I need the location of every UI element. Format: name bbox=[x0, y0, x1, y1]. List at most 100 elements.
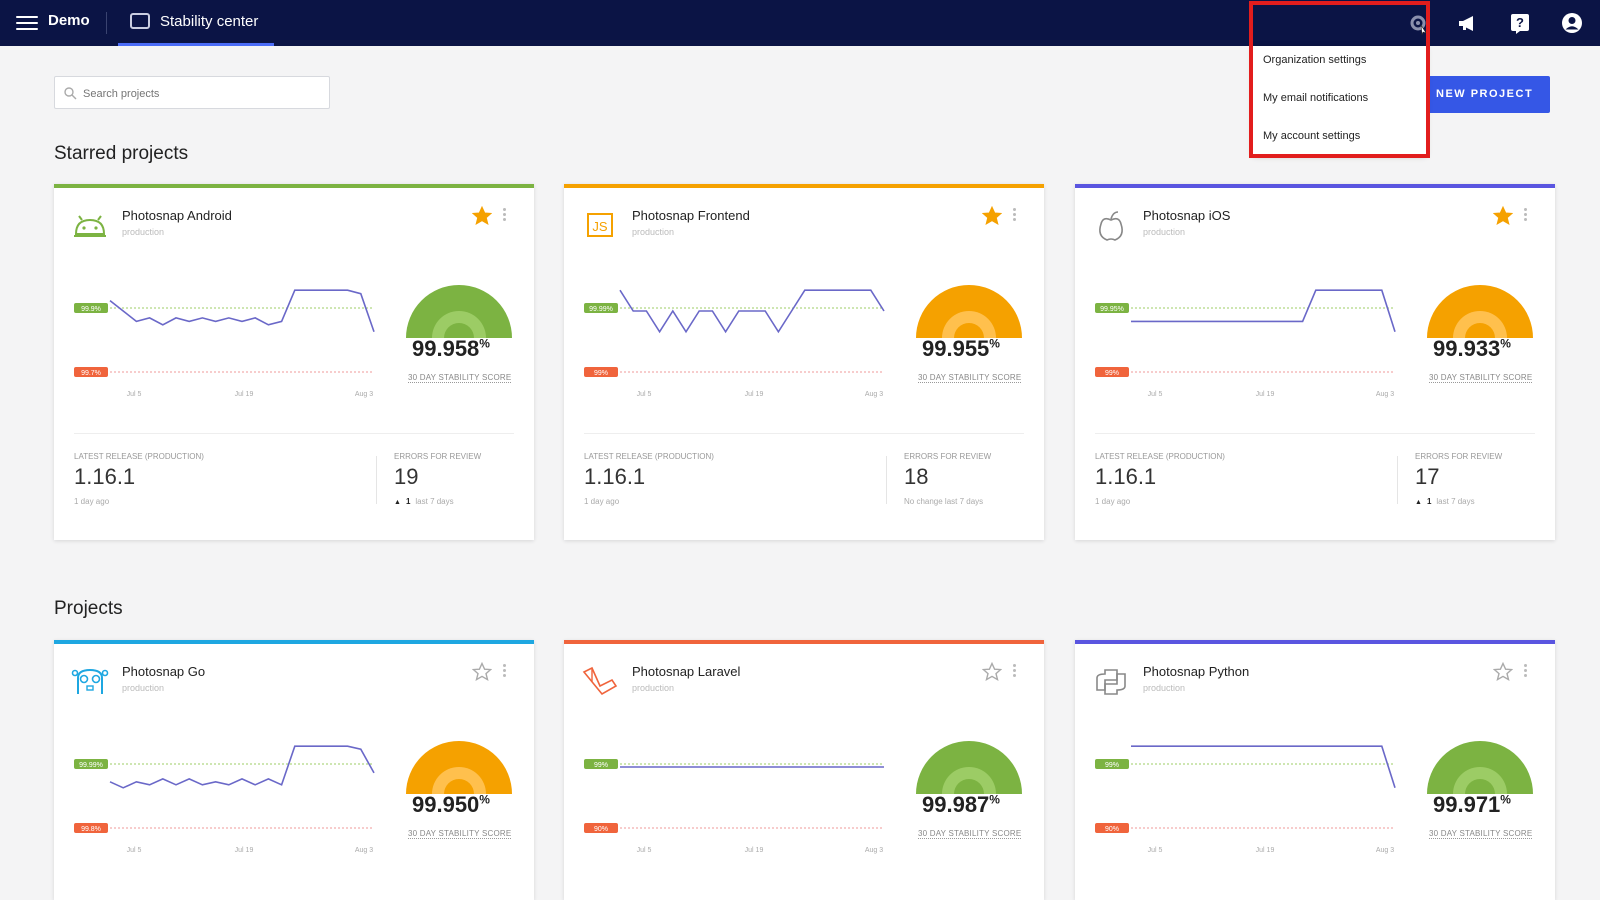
menu-item-email-notifications[interactable]: My email notifications bbox=[1263, 92, 1369, 104]
star-icon[interactable] bbox=[1493, 662, 1513, 682]
percent-sign: % bbox=[989, 336, 1000, 351]
critical-badge bbox=[74, 823, 108, 833]
organization-name[interactable]: Demo bbox=[48, 12, 90, 29]
x-tick-label: Jul 19 bbox=[235, 391, 254, 398]
more-options-icon[interactable] bbox=[1010, 206, 1018, 224]
errors-for-review-count[interactable]: 19 bbox=[394, 464, 419, 489]
stability-gauge bbox=[916, 285, 1022, 338]
stability-score-label[interactable]: 30 DAY STABILITY SCORE bbox=[1429, 829, 1533, 839]
help-icon[interactable]: ? bbox=[1508, 11, 1532, 35]
card-color-bar bbox=[1075, 640, 1555, 644]
x-tick-label: Jul 5 bbox=[1148, 847, 1163, 854]
top-nav-bar: Demo Stability center ? bbox=[0, 0, 1600, 46]
project-name[interactable]: Photosnap Android bbox=[122, 208, 232, 223]
stability-score-value: 99.958 bbox=[412, 336, 480, 361]
gauge-center bbox=[954, 779, 984, 794]
gauge-center bbox=[1465, 779, 1495, 794]
card-color-bar bbox=[54, 184, 534, 188]
stability-sparkline: 99% 90% Jul 5 Jul 19 Aug 3 bbox=[584, 759, 884, 854]
tab-stability-center[interactable]: Stability center bbox=[118, 0, 274, 46]
project-name[interactable]: Photosnap Frontend bbox=[632, 208, 750, 223]
stability-score-label[interactable]: 30 DAY STABILITY SCORE bbox=[918, 829, 1022, 839]
stability-score: 99.987% bbox=[922, 792, 1000, 818]
python-icon bbox=[1096, 669, 1126, 695]
active-tab-indicator bbox=[118, 43, 274, 46]
more-options-icon[interactable] bbox=[1010, 662, 1018, 680]
stability-score: 99.955% bbox=[922, 336, 1000, 362]
hamburger-menu-icon[interactable] bbox=[16, 12, 38, 34]
project-name[interactable]: Photosnap Laravel bbox=[632, 664, 741, 679]
project-card[interactable]: Photosnap Laravel production 99% 90% Jul 5 Ju… bbox=[564, 640, 1044, 900]
stability-series-line bbox=[1131, 289, 1396, 333]
errors-for-review-label: ERRORS FOR REVIEW bbox=[904, 452, 992, 461]
projects-heading: Projects bbox=[54, 598, 123, 619]
settings-dropdown-menu: Organization settings My email notificat… bbox=[1253, 46, 1426, 154]
critical-label: 99.7% bbox=[81, 370, 101, 377]
settings-icon[interactable] bbox=[1406, 11, 1430, 35]
card-column-divider bbox=[376, 456, 377, 504]
search-box[interactable] bbox=[54, 76, 330, 109]
stability-score-label[interactable]: 30 DAY STABILITY SCORE bbox=[408, 829, 512, 839]
errors-change-value: 1 bbox=[405, 497, 411, 506]
stability-series-line bbox=[619, 289, 885, 334]
project-environment: production bbox=[122, 227, 165, 237]
latest-release-label: LATEST RELEASE (PRODUCTION) bbox=[1095, 452, 1225, 461]
latest-release-version[interactable]: 1.16.1 bbox=[1095, 464, 1157, 489]
announcement-icon[interactable] bbox=[1456, 11, 1480, 35]
more-options-icon[interactable] bbox=[500, 662, 508, 680]
project-card[interactable]: JS Photosnap Frontend production 99.99% 99% J… bbox=[564, 184, 1044, 540]
latest-release-version[interactable]: 1.16.1 bbox=[74, 464, 136, 489]
star-icon[interactable] bbox=[472, 206, 492, 226]
latest-release-label: LATEST RELEASE (PRODUCTION) bbox=[584, 452, 714, 461]
svg-text:JS: JS bbox=[592, 219, 608, 234]
x-tick-label: Jul 5 bbox=[637, 847, 652, 854]
x-tick-label: Aug 3 bbox=[1376, 847, 1394, 854]
stability-score-label[interactable]: 30 DAY STABILITY SCORE bbox=[408, 373, 512, 383]
more-options-icon[interactable] bbox=[1521, 662, 1529, 680]
star-icon[interactable] bbox=[982, 206, 1002, 226]
apple-icon bbox=[1099, 211, 1123, 241]
target-badge bbox=[1095, 759, 1129, 769]
errors-change-period: last 7 days bbox=[1436, 497, 1475, 506]
new-project-button[interactable]: NEW PROJECT bbox=[1420, 76, 1550, 113]
critical-label: 99% bbox=[1105, 370, 1119, 377]
target-badge bbox=[584, 759, 618, 769]
user-icon[interactable] bbox=[1560, 11, 1584, 35]
stability-score-label[interactable]: 30 DAY STABILITY SCORE bbox=[918, 373, 1022, 383]
errors-for-review-label: ERRORS FOR REVIEW bbox=[1415, 452, 1503, 461]
trend-up-icon: ▲ bbox=[1415, 499, 1422, 506]
more-options-icon[interactable] bbox=[500, 206, 508, 224]
project-card[interactable]: Photosnap Go production 99.99% 99.8% Jul 5 Ju… bbox=[54, 640, 534, 900]
more-options-icon[interactable] bbox=[1521, 206, 1529, 224]
menu-item-account-settings[interactable]: My account settings bbox=[1263, 130, 1361, 142]
target-badge bbox=[1095, 303, 1129, 313]
menu-item-organization-settings[interactable]: Organization settings bbox=[1263, 54, 1367, 66]
stability-sparkline: 99.9% 99.7% Jul 5 Jul 19 Aug 3 bbox=[74, 289, 375, 398]
stability-gauge bbox=[406, 285, 512, 338]
stability-sparkline: 99% 90% Jul 5 Jul 19 Aug 3 bbox=[1095, 745, 1396, 854]
card-column-divider bbox=[1397, 456, 1398, 504]
errors-change: No change last 7 days bbox=[904, 497, 983, 506]
stability-sparkline: 99.95% 99% Jul 5 Jul 19 Aug 3 bbox=[1095, 289, 1396, 398]
star-icon[interactable] bbox=[982, 662, 1002, 682]
errors-for-review-count[interactable]: 17 bbox=[1415, 464, 1440, 489]
project-name[interactable]: Photosnap Go bbox=[122, 664, 206, 679]
project-card[interactable]: Photosnap Android production 99.9% 99.7% Jul… bbox=[54, 184, 534, 540]
star-icon[interactable] bbox=[1493, 206, 1513, 226]
x-tick-label: Jul 5 bbox=[637, 391, 652, 398]
project-card[interactable]: Photosnap iOS production 99.95% 99% Jul 5 Jul… bbox=[1075, 184, 1555, 540]
errors-for-review-count[interactable]: 18 bbox=[904, 464, 929, 489]
target-badge bbox=[74, 759, 108, 769]
search-input[interactable] bbox=[81, 83, 325, 105]
critical-label: 90% bbox=[594, 826, 608, 833]
stability-series-line bbox=[1131, 745, 1396, 789]
latest-release-version[interactable]: 1.16.1 bbox=[584, 464, 646, 489]
errors-change-period: No change last 7 days bbox=[904, 497, 984, 506]
card-color-bar bbox=[564, 184, 1044, 188]
project-name[interactable]: Photosnap Python bbox=[1143, 664, 1250, 679]
star-icon[interactable] bbox=[472, 662, 492, 682]
stability-gauge bbox=[916, 741, 1022, 794]
project-name[interactable]: Photosnap iOS bbox=[1143, 208, 1231, 223]
project-card[interactable]: Photosnap Python production 99% 90% Jul 5 Jul… bbox=[1075, 640, 1555, 900]
stability-score-label[interactable]: 30 DAY STABILITY SCORE bbox=[1429, 373, 1533, 383]
